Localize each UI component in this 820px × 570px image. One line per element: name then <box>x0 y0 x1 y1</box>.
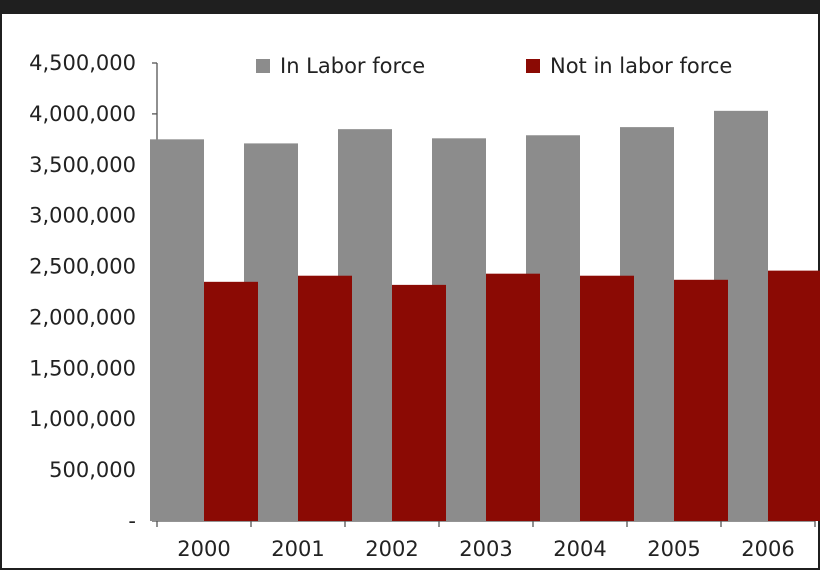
y-tick-label: 1,500,000 <box>29 356 136 380</box>
y-axis-ticks: - 500,000 1,000,000 1,500,000 2,000,000 2,500… <box>29 51 157 533</box>
bar-not-in-labor-force-2003 <box>486 274 540 521</box>
x-axis-ticks: 2000 2001 2002 2003 2004 2005 2006 <box>157 521 815 561</box>
x-tick-label: 2005 <box>647 537 700 561</box>
y-tick-label: 2,500,000 <box>29 255 136 279</box>
bar-not-in-labor-force-2002 <box>392 285 446 521</box>
legend-swatch <box>256 59 270 73</box>
x-tick-label: 2003 <box>459 537 512 561</box>
y-tick-label: 2,000,000 <box>29 305 136 329</box>
legend-label: Not in labor force <box>550 54 732 78</box>
y-tick-label: 1,000,000 <box>29 407 136 431</box>
y-tick-label: 3,500,000 <box>29 153 136 177</box>
legend-swatch <box>526 59 540 73</box>
bar-not-in-labor-force-2000 <box>204 282 258 521</box>
bar-not-in-labor-force-2006 <box>768 271 820 521</box>
x-tick-label: 2004 <box>553 537 606 561</box>
legend-label: In Labor force <box>280 54 425 78</box>
y-tick-label: - <box>128 509 136 533</box>
y-tick-label: 3,000,000 <box>29 204 136 228</box>
bars <box>150 111 820 521</box>
x-tick-label: 2002 <box>365 537 418 561</box>
x-tick-label: 2006 <box>741 537 794 561</box>
bar-not-in-labor-force-2004 <box>580 276 634 521</box>
x-tick-label: 2001 <box>271 537 324 561</box>
bar-not-in-labor-force-2001 <box>298 276 352 521</box>
y-tick-label: 4,000,000 <box>29 102 136 126</box>
y-tick-label: 500,000 <box>49 458 136 482</box>
legend: In Labor force Not in labor force <box>256 54 732 78</box>
bar-not-in-labor-force-2005 <box>674 280 728 521</box>
y-tick-label: 4,500,000 <box>29 51 136 75</box>
bar-in-labor-force-2000 <box>150 139 204 521</box>
x-tick-label: 2000 <box>177 537 230 561</box>
